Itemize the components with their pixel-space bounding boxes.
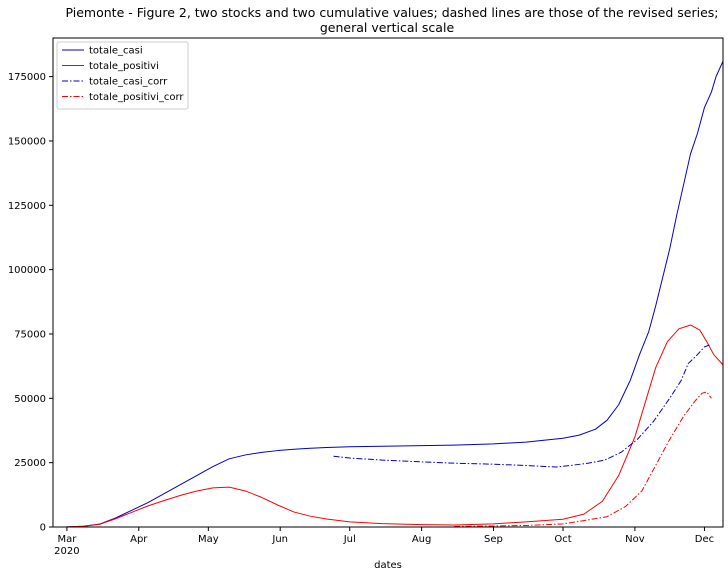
legend-entry-totale_positivi_corr: totale_positivi_corr [89,92,184,103]
legend: totale_casi totale_positivi totale_casi_co… [56,41,189,110]
x-tick-label: Mar [57,534,77,545]
series-line-totale_positivi_corr [454,391,712,527]
legend-box [56,41,189,110]
series-line-totale_casi [52,60,724,528]
y-tick-label: 100000 [8,265,46,276]
x-axis-label: dates [374,560,402,571]
x-tick-label: Sep [484,534,503,545]
legend-entry-totale_casi_corr: totale_casi_corr [89,77,168,88]
legend-entry-totale_casi: totale_casi [89,46,143,57]
chart-title-line-1: Piemonte - Figure 2, two stocks and two … [66,5,719,20]
y-tick-label: 125000 [8,201,46,212]
x-tick-label: Jun [271,534,288,545]
y-tick-label: 150000 [8,136,46,147]
x-tick-label: Jul [343,534,356,545]
chart-title-line-2: general vertical scale [320,20,455,35]
x-tick-label: Dec [695,534,714,545]
x-tick-label: May [198,534,219,545]
series-line-totale_casi_corr [333,343,712,468]
series-line-totale_positivi [52,324,724,528]
x-tick-label: Apr [130,534,148,545]
x-tick-label: Aug [412,534,432,545]
y-tick-label: 50000 [14,394,46,405]
plot-frame [52,37,724,528]
y-axis: 0 25000 50000 75000 100000 125000 150000 175000 [8,72,53,534]
y-tick-label: 0 [40,523,46,534]
x-tick-year-label: 2020 [54,546,79,557]
legend-entry-totale_positivi: totale_positivi [89,61,159,72]
y-tick-label: 75000 [14,329,46,340]
y-tick-label: 25000 [14,458,46,469]
x-tick-label: Nov [625,534,645,545]
x-tick-label: Oct [554,534,571,545]
series-layer [52,60,724,528]
y-tick-label: 175000 [8,72,46,83]
